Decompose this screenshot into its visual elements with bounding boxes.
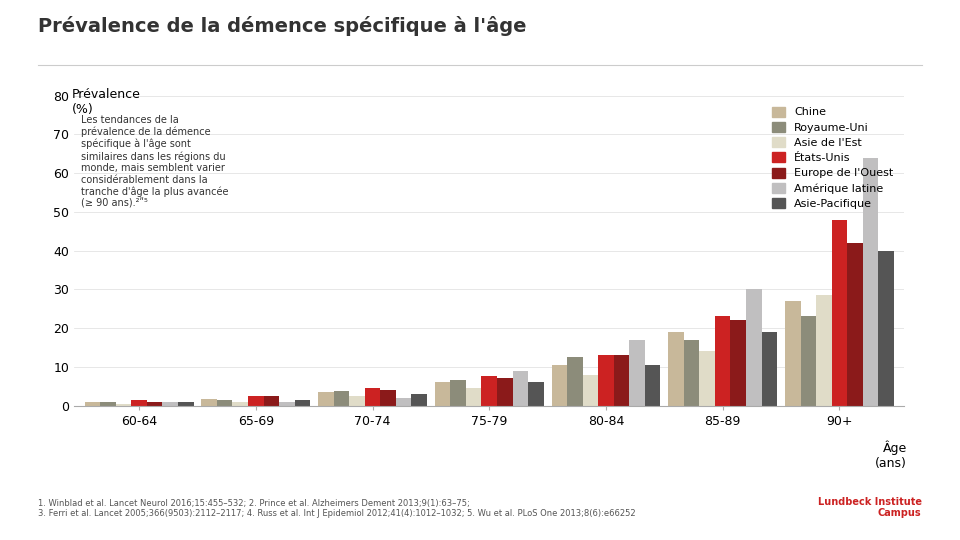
Bar — [162, 402, 178, 406]
Bar — [630, 340, 645, 406]
Bar — [528, 382, 543, 406]
Bar — [551, 365, 567, 406]
Bar — [613, 355, 630, 406]
Text: Prévalence de la démence spécifique à l'âge: Prévalence de la démence spécifique à l'… — [38, 16, 527, 36]
Bar — [598, 355, 613, 406]
Text: Âge
(ans): Âge (ans) — [875, 441, 907, 470]
Text: Les tendances de la
prévalence de la démence
spécifique à l'âge sont
similaires : Les tendances de la prévalence de la dém… — [81, 115, 228, 209]
Bar — [365, 388, 380, 406]
Bar — [715, 316, 731, 406]
Bar — [466, 388, 482, 406]
Bar — [731, 320, 746, 406]
Bar — [848, 243, 863, 406]
Bar — [645, 365, 660, 406]
Bar — [116, 403, 132, 406]
Bar — [785, 301, 801, 406]
Bar — [746, 289, 761, 406]
Text: 1. Winblad et al. Lancet Neurol 2016;15:455–532; 2. Prince et al. Alzheimers Dem: 1. Winblad et al. Lancet Neurol 2016;15:… — [38, 499, 636, 518]
Text: Prévalence
(%): Prévalence (%) — [72, 88, 140, 116]
Bar — [863, 158, 878, 406]
Bar — [482, 376, 497, 406]
Bar — [248, 396, 264, 406]
Bar — [684, 340, 700, 406]
Bar — [132, 400, 147, 406]
Bar — [513, 370, 528, 406]
Bar — [84, 402, 100, 406]
Bar — [567, 357, 583, 406]
Bar — [450, 380, 466, 406]
Bar — [583, 375, 598, 406]
Bar — [178, 402, 194, 406]
Bar — [264, 396, 279, 406]
Legend: Chine, Royaume-Uni, Asie de l'Est, États-Unis, Europe de l'Ouest, Amérique latin: Chine, Royaume-Uni, Asie de l'Est, États… — [766, 101, 899, 214]
Bar — [412, 394, 427, 406]
Bar — [801, 316, 816, 406]
Bar — [816, 295, 831, 406]
Bar — [202, 399, 217, 406]
Bar — [700, 352, 715, 406]
Bar — [435, 382, 450, 406]
Bar — [318, 392, 334, 406]
Bar — [668, 332, 684, 406]
Bar — [217, 400, 232, 406]
Text: Lundbeck Institute
Campus: Lundbeck Institute Campus — [818, 497, 922, 518]
Bar — [334, 391, 349, 406]
Bar — [497, 379, 513, 406]
Bar — [232, 402, 248, 406]
Bar — [831, 220, 848, 406]
Bar — [147, 402, 162, 406]
Bar — [396, 398, 412, 406]
Bar — [878, 251, 894, 406]
Bar — [761, 332, 778, 406]
Bar — [349, 396, 365, 406]
Bar — [380, 390, 396, 406]
Bar — [295, 400, 310, 406]
Bar — [100, 402, 116, 406]
Bar — [279, 402, 295, 406]
